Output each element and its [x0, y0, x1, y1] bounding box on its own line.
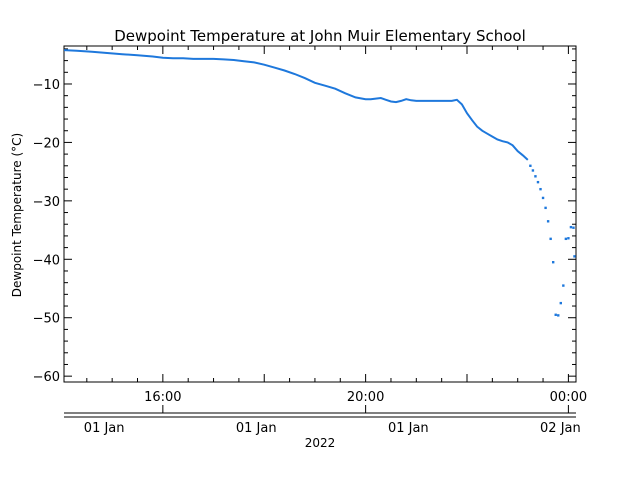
- series-line: [63, 49, 529, 161]
- series-point: [536, 180, 540, 184]
- y-tick-label: −20: [33, 136, 60, 151]
- series-point: [541, 196, 545, 200]
- chart-title: Dewpoint Temperature at John Muir Elemen…: [114, 27, 526, 45]
- series-point: [567, 237, 570, 240]
- time-tick-label: 16:00: [144, 390, 181, 405]
- series-point: [544, 206, 547, 210]
- series-point: [562, 284, 565, 287]
- series-point: [559, 301, 562, 305]
- series-point: [569, 225, 573, 229]
- series-point: [529, 164, 532, 167]
- date-tick-label: 01 Jan: [388, 421, 429, 436]
- series-point: [564, 237, 568, 241]
- plot-frame: [63, 45, 577, 383]
- series-point: [573, 255, 576, 258]
- data-series: [63, 49, 576, 317]
- series-point: [557, 314, 560, 317]
- series-point: [554, 313, 557, 316]
- date-tick-label: 02 Jan: [540, 421, 581, 436]
- y-tick-label: −10: [33, 78, 60, 93]
- y-tick-label: −60: [33, 370, 60, 385]
- series-point: [534, 175, 537, 178]
- y-tick-label: −40: [33, 253, 60, 268]
- time-tick-label: 20:00: [347, 390, 384, 405]
- series-point: [531, 169, 535, 172]
- series-point: [551, 261, 555, 264]
- axes: −10 −20 −30 −40 −50 −60 16:00 20:00 00:00 01 Jan 0…: [33, 45, 587, 436]
- y-axis-label: Dewpoint Temperature (°C): [10, 133, 24, 297]
- y-tick-label: −50: [33, 312, 60, 327]
- year-label: 2022: [305, 436, 336, 450]
- date-tick-label: 01 Jan: [84, 421, 125, 436]
- date-tick-label: 01 Jan: [236, 421, 277, 436]
- series-point: [549, 237, 552, 241]
- time-tick-label: 00:00: [550, 390, 587, 405]
- y-tick-label: −30: [33, 195, 60, 210]
- series-point: [572, 226, 575, 229]
- series-point: [546, 220, 550, 223]
- series-point: [539, 187, 542, 191]
